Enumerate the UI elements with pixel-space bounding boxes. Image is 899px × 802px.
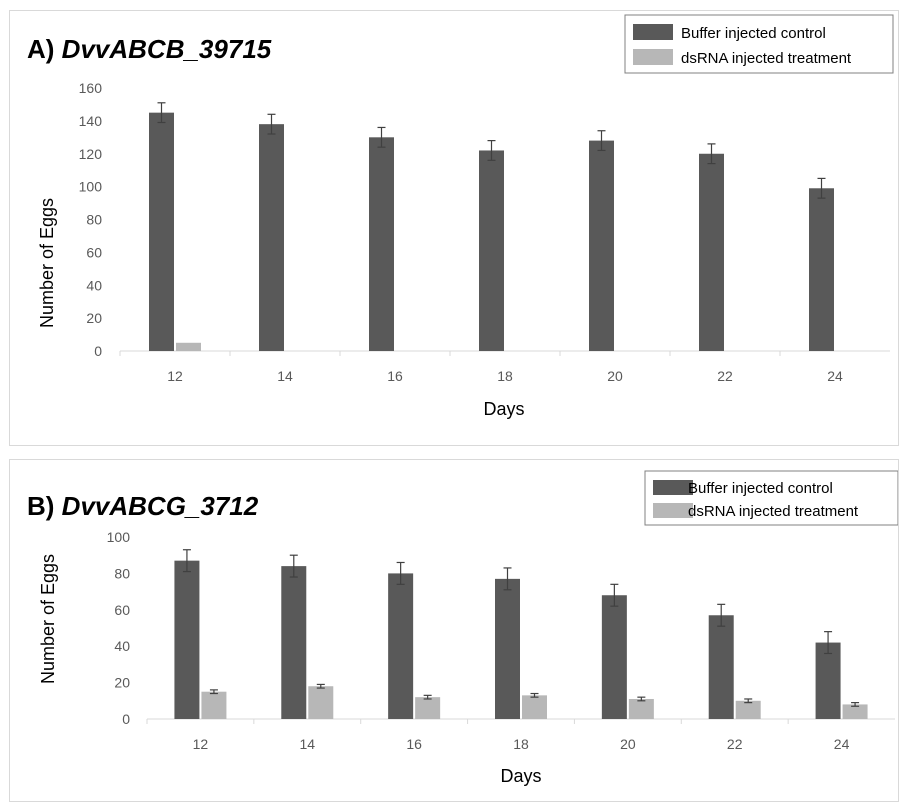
- chart-panel-b: B) DvvABCG_3712 Buffer injected control …: [9, 459, 899, 802]
- chart-b-bar-treatment: [628, 698, 654, 719]
- chart-b-bar-treatment: [308, 686, 334, 719]
- chart-a-y-tick-label: 0: [94, 343, 102, 359]
- chart-b-legend-label-treatment: dsRNA injected treatment: [688, 503, 859, 520]
- chart-b-bar-control: [281, 566, 307, 719]
- chart-a-bar-control: [149, 112, 174, 351]
- chart-b-bar-treatment: [415, 697, 441, 719]
- chart-b-legend-swatch-control: [653, 480, 693, 495]
- chart-b-bar-control: [495, 578, 520, 719]
- chart-a-legend-swatch-control: [633, 24, 673, 40]
- chart-b-y-tick-label: 100: [107, 529, 131, 545]
- chart-b-y-tick-label: 20: [114, 675, 130, 691]
- chart-a-bar-control: [699, 153, 724, 351]
- chart-a-y-tick-label: 140: [79, 113, 103, 129]
- chart-a-plot-area: 0 20 40 60 80 100 120 140 160 12 14 16 18 20 22 24: [79, 80, 890, 384]
- chart-a-legend-swatch-treatment: [633, 49, 673, 65]
- chart-b-title-gene: DvvABCG_3712: [62, 491, 259, 521]
- chart-a-y-tick-label: 120: [79, 146, 103, 162]
- chart-a-bar-control: [259, 124, 284, 351]
- chart-panel-a: A) DvvABCB_39715 Buffer injected control…: [9, 10, 899, 446]
- chart-a-bar-control: [589, 140, 614, 351]
- chart-b-x-tick-label: 14: [299, 736, 315, 752]
- chart-a-y-tick-label: 80: [86, 212, 102, 228]
- chart-b-y-tick-label: 60: [114, 602, 130, 618]
- chart-a-bar-control: [479, 150, 504, 351]
- chart-a-x-axis-title: Days: [483, 399, 524, 419]
- chart-b-y-tick-label: 0: [122, 711, 130, 727]
- chart-a-x-tick-label: 14: [277, 368, 293, 384]
- chart-b-x-tick-label: 22: [727, 736, 743, 752]
- chart-b-x-tick-label: 20: [620, 736, 636, 752]
- chart-a-y-tick-label: 60: [86, 244, 102, 260]
- chart-a-y-axis-title: Number of Eggs: [37, 198, 57, 328]
- chart-a-x-tick-label: 12: [167, 368, 183, 384]
- chart-b-x-tick-label: 18: [513, 736, 529, 752]
- chart-b-legend-swatch-treatment: [653, 503, 693, 518]
- chart-a-y-tick-label: 160: [79, 80, 103, 96]
- chart-b-y-tick-label: 40: [114, 638, 130, 654]
- chart-a-legend: Buffer injected control dsRNA injected t…: [624, 14, 894, 74]
- chart-b-bar-control: [388, 573, 414, 719]
- chart-a-y-tick-label: 40: [86, 277, 102, 293]
- chart-b-legend: Buffer injected control dsRNA injected t…: [644, 470, 898, 526]
- chart-a-y-tick-label: 20: [86, 310, 102, 326]
- chart-b-bar-treatment: [201, 691, 227, 719]
- chart-b-bar-control: [815, 642, 841, 719]
- chart-a-y-tick-label: 100: [79, 179, 103, 195]
- chart-b-bar-control: [601, 595, 627, 719]
- chart-b-plot-area: 0 20 40 60 80 100 12 14 16 18 20 22 24: [107, 529, 895, 752]
- chart-a-x-tick-label: 20: [607, 368, 623, 384]
- chart-b-x-tick-label: 16: [406, 736, 422, 752]
- chart-b-bar-treatment: [842, 704, 868, 719]
- chart-a-title: A) DvvABCB_39715: [27, 34, 272, 64]
- chart-b-title: B) DvvABCG_3712: [27, 491, 259, 521]
- chart-a-legend-label-treatment: dsRNA injected treatment: [681, 50, 852, 67]
- chart-b-svg: B) DvvABCG_3712 Buffer injected control …: [27, 470, 898, 786]
- chart-a-bar-control: [809, 188, 834, 351]
- chart-b-x-tick-label: 12: [193, 736, 209, 752]
- chart-b-bar-control: [174, 560, 200, 719]
- chart-b-title-prefix: B): [27, 491, 54, 521]
- chart-a-x-tick-label: 18: [497, 368, 513, 384]
- chart-a-svg: A) DvvABCB_39715 Buffer injected control…: [27, 14, 894, 419]
- chart-a-x-tick-label: 24: [827, 368, 843, 384]
- chart-b-y-tick-label: 80: [114, 565, 130, 581]
- chart-a-bar-treatment: [176, 342, 201, 351]
- chart-b-x-tick-label: 24: [834, 736, 850, 752]
- chart-b-x-axis-title: Days: [500, 766, 541, 786]
- chart-b-bar-treatment: [522, 695, 547, 719]
- chart-b-y-axis-title: Number of Eggs: [38, 554, 58, 684]
- chart-a-x-tick-label: 16: [387, 368, 403, 384]
- chart-a-title-prefix: A): [27, 34, 54, 64]
- chart-a-x-tick-label: 22: [717, 368, 733, 384]
- chart-a-title-gene: DvvABCB_39715: [62, 34, 272, 64]
- chart-a-legend-label-control: Buffer injected control: [681, 25, 826, 42]
- chart-b-bar-control: [708, 615, 734, 719]
- chart-a-bar-control: [369, 137, 394, 351]
- chart-b-bar-treatment: [735, 700, 761, 719]
- chart-b-legend-label-control: Buffer injected control: [688, 480, 833, 497]
